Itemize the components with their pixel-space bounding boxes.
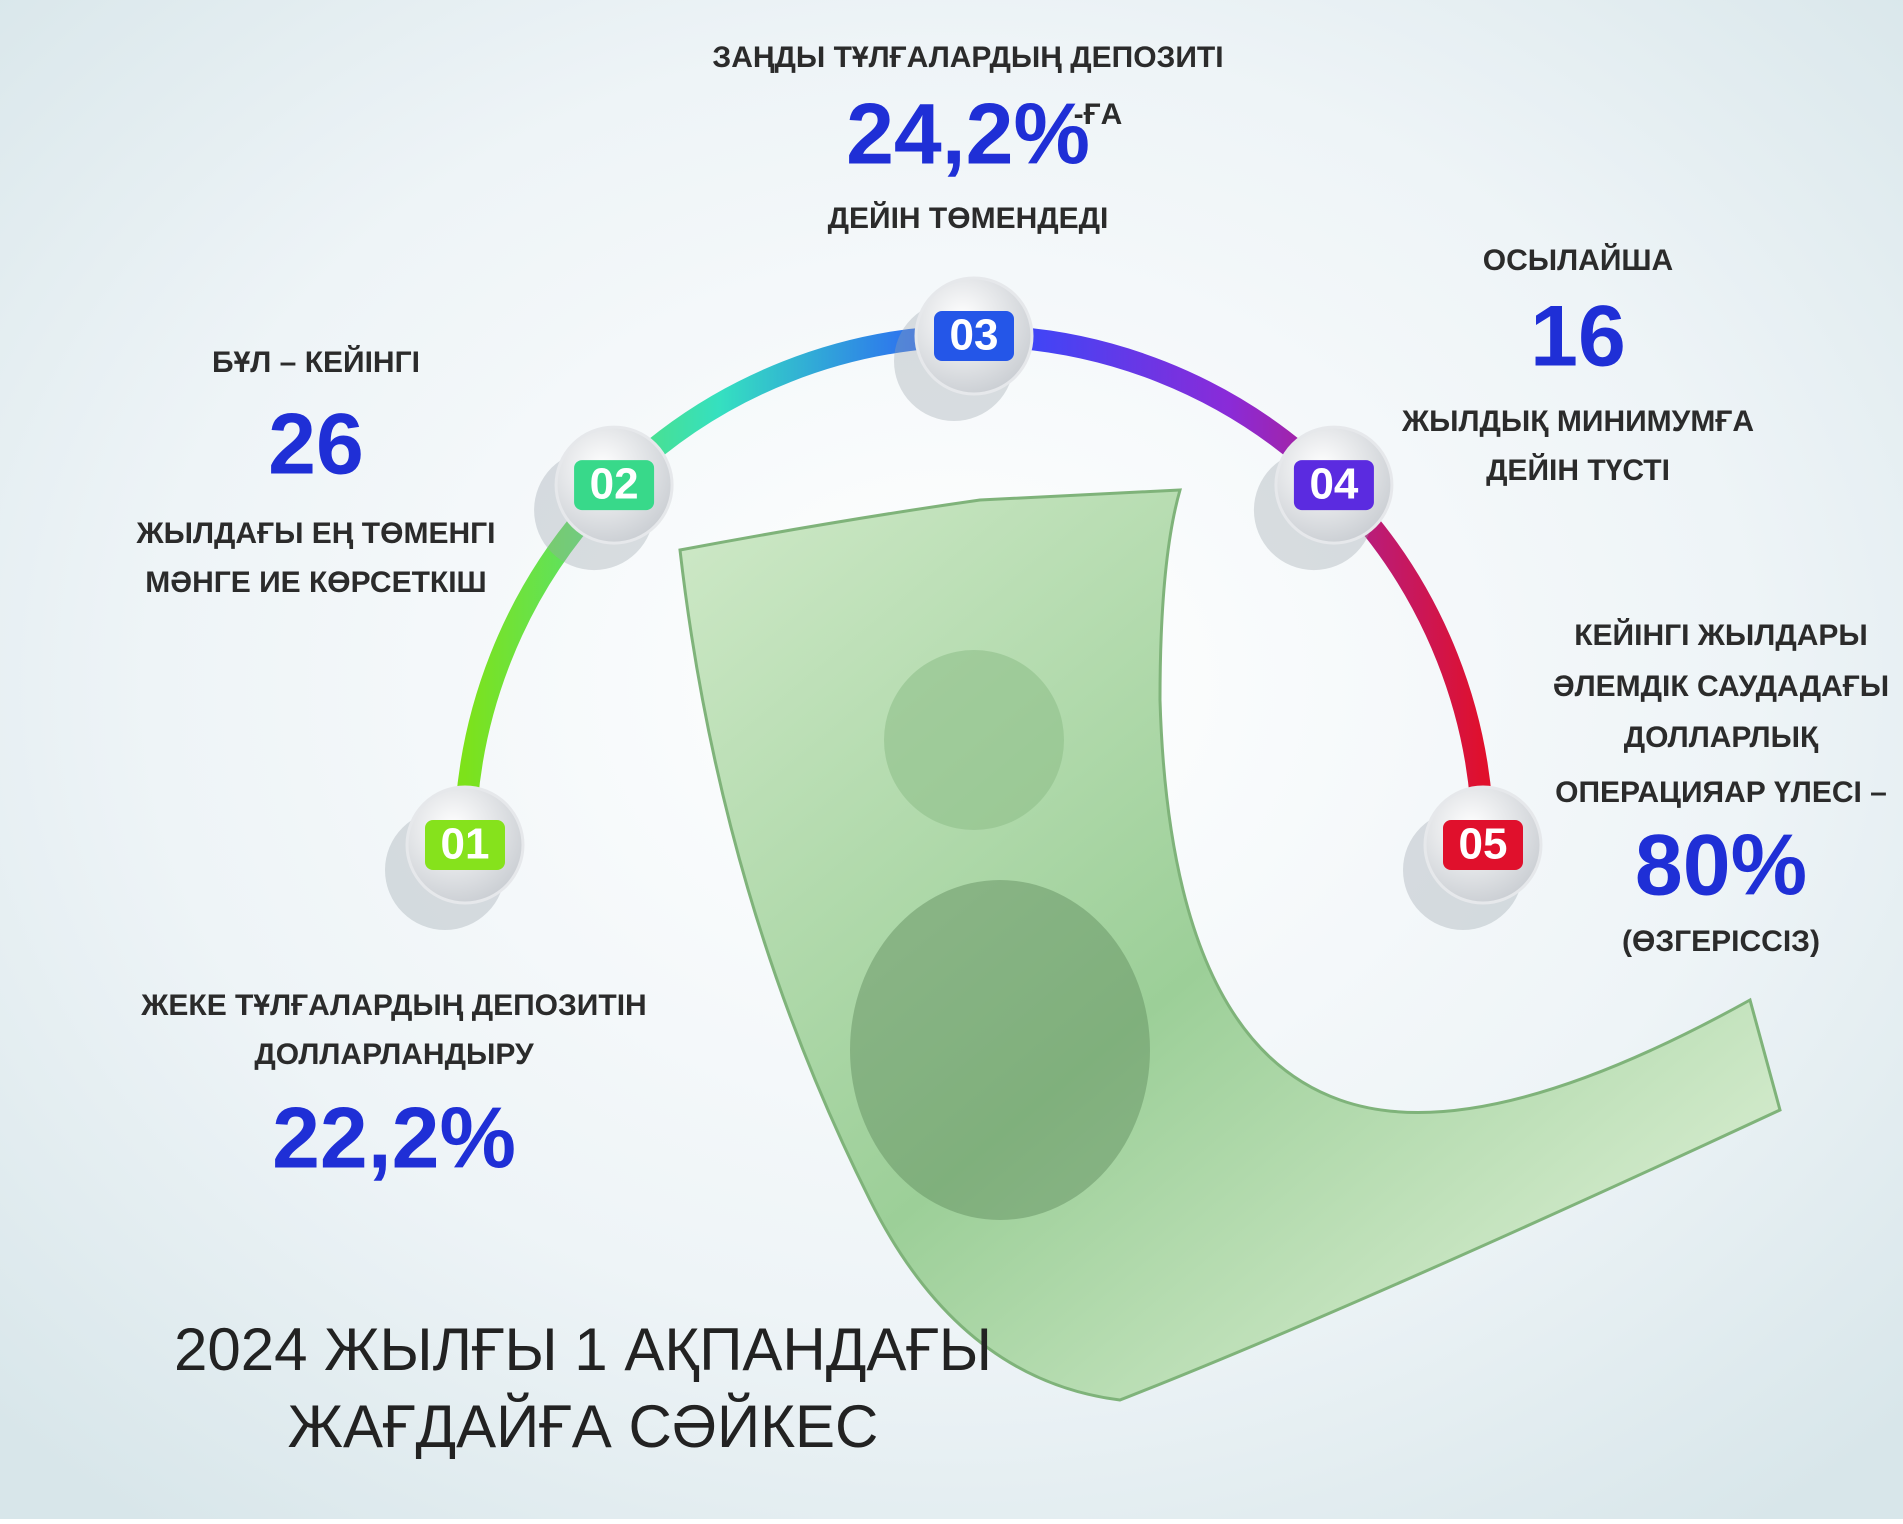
badge-number: 03 <box>950 311 999 360</box>
item-text: ӘЛЕМДІК САУДАДАҒЫ <box>1553 670 1889 703</box>
item-text: ОСЫЛАЙША <box>1483 243 1673 277</box>
seal <box>884 650 1064 830</box>
item-text: ДОЛЛАРЛЫҚ <box>1624 721 1819 754</box>
badge-label-box <box>1293 460 1374 511</box>
badge-number: 01 <box>441 820 490 869</box>
footer-text: ЖАҒДАЙҒА СӘЙКЕС <box>288 1393 879 1460</box>
item-figure: 16 <box>1530 289 1626 385</box>
item-figure: 80% <box>1635 818 1807 914</box>
item-text: ДЕЙІН ТҮСТІ <box>1486 453 1670 487</box>
item-text: ДЕЙІН ТӨМЕНДЕДІ <box>828 201 1109 235</box>
item-text: БҰЛ – КЕЙІНГІ <box>212 345 420 379</box>
item-text: ЗАҢДЫ ТҰЛҒАЛАРДЫҢ ДЕПОЗИТІ <box>712 41 1223 74</box>
item-text: КЕЙІНГІ ЖЫЛДАРЫ <box>1574 618 1868 652</box>
badge-number: 05 <box>1459 820 1508 869</box>
item-figure: 22,2% <box>272 1091 516 1187</box>
item-text: ДОЛЛАРЛАНДЫРУ <box>254 1038 534 1071</box>
portrait <box>850 880 1150 1220</box>
item-figure: 26 <box>268 397 364 493</box>
badge-label-box <box>425 820 505 870</box>
item-figure: 24,2% <box>846 87 1090 183</box>
badge-number: 04 <box>1309 460 1358 509</box>
item-text: ЖЫЛДАҒЫ ЕҢ ТӨМЕНГІ <box>136 517 496 550</box>
item-text: ЖЕКЕ ТҰЛҒАЛАРДЫҢ ДЕПОЗИТІН <box>140 989 646 1022</box>
item-suffix: -ҒА <box>1074 98 1123 131</box>
footer-text: 2024 ЖЫЛҒЫ 1 АҚПАНДАҒЫ <box>174 1316 992 1383</box>
item-text: ОПЕРАЦИЯАР ҮЛЕСІ – <box>1555 776 1887 809</box>
badge-label-box <box>1443 820 1523 870</box>
item-text: МӘНГЕ ИЕ КӨРСЕТКІШ <box>145 566 486 599</box>
badge-number: 02 <box>590 460 639 509</box>
item-text: ЖЫЛДЫҚ МИНИМУМҒА <box>1401 405 1754 438</box>
badge-label-box <box>934 311 1014 361</box>
item-note: (ӨЗГЕРІССІЗ) <box>1622 925 1820 958</box>
badge-label-box <box>574 460 655 511</box>
